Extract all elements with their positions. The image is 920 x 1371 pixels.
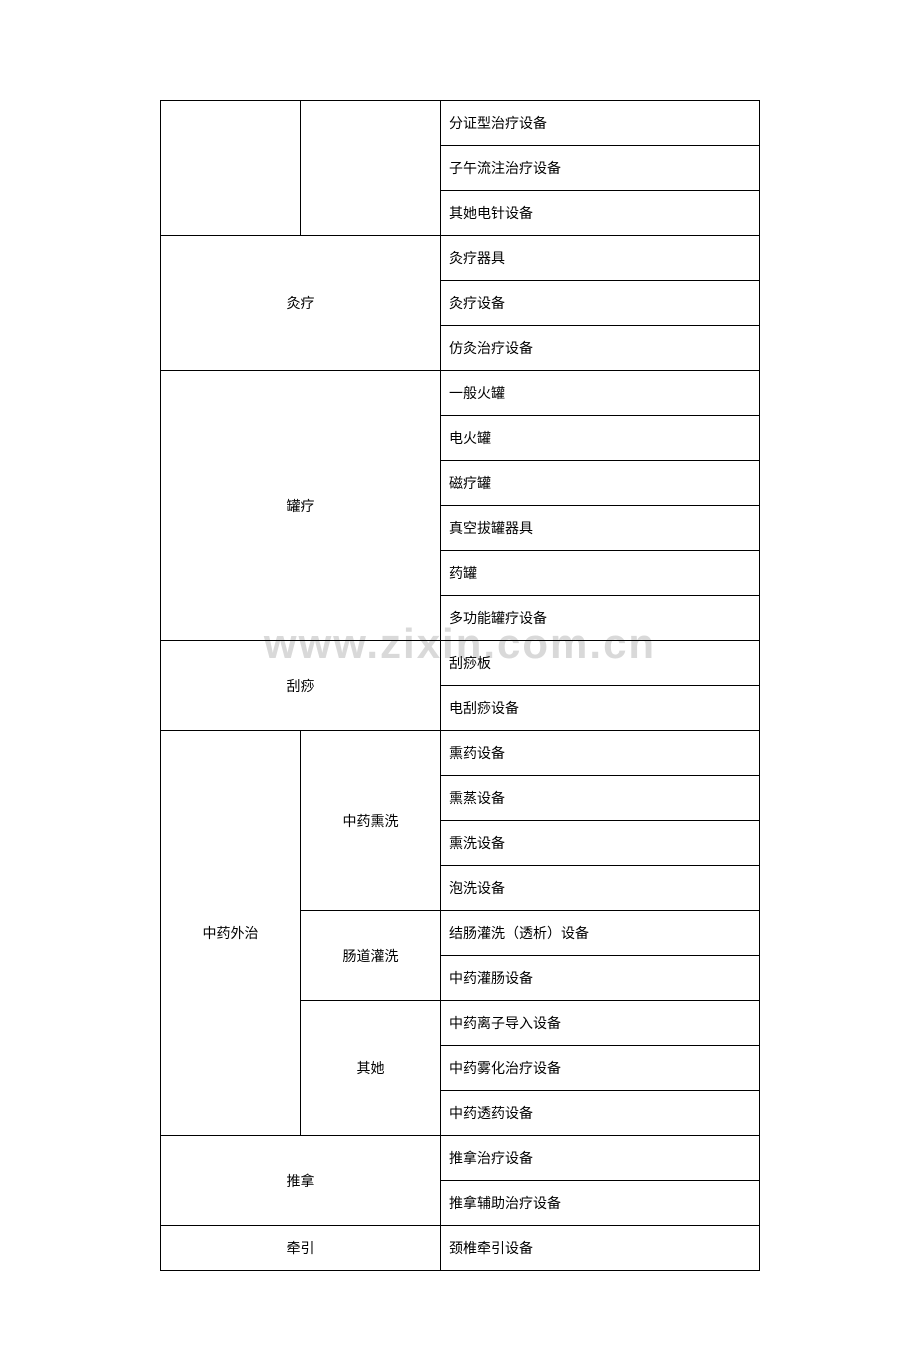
table-row: 牵引 颈椎牵引设备 (161, 1226, 760, 1271)
item-cell: 电刮痧设备 (441, 686, 760, 731)
item-cell: 泡洗设备 (441, 866, 760, 911)
subcategory-cell: 肠道灌洗 (301, 911, 441, 1001)
item-cell: 药罐 (441, 551, 760, 596)
item-cell: 分证型治疗设备 (441, 101, 760, 146)
item-cell: 推拿辅助治疗设备 (441, 1181, 760, 1226)
category-cell: 中药外治 (161, 731, 301, 1136)
merged-category-cell: 推拿 (161, 1136, 441, 1226)
item-cell: 灸疗器具 (441, 236, 760, 281)
table-row: 分证型治疗设备 (161, 101, 760, 146)
table-row: 罐疗 一般火罐 (161, 371, 760, 416)
item-cell: 电火罐 (441, 416, 760, 461)
merged-category-cell: 罐疗 (161, 371, 441, 641)
item-cell: 灸疗设备 (441, 281, 760, 326)
item-cell: 刮痧板 (441, 641, 760, 686)
item-cell: 一般火罐 (441, 371, 760, 416)
merged-category-cell: 牵引 (161, 1226, 441, 1271)
item-cell: 颈椎牵引设备 (441, 1226, 760, 1271)
subcategory-cell: 其她 (301, 1001, 441, 1136)
subcategory-cell: 中药熏洗 (301, 731, 441, 911)
item-cell: 结肠灌洗（透析）设备 (441, 911, 760, 956)
item-cell: 熏洗设备 (441, 821, 760, 866)
classification-table: 分证型治疗设备 子午流注治疗设备 其她电针设备 灸疗 灸疗器具 灸疗设备 仿灸治… (160, 100, 760, 1271)
item-cell: 子午流注治疗设备 (441, 146, 760, 191)
item-cell: 中药透药设备 (441, 1091, 760, 1136)
merged-category-cell: 灸疗 (161, 236, 441, 371)
table-row: 灸疗 灸疗器具 (161, 236, 760, 281)
item-cell: 中药灌肠设备 (441, 956, 760, 1001)
item-cell: 仿灸治疗设备 (441, 326, 760, 371)
item-cell: 中药离子导入设备 (441, 1001, 760, 1046)
item-cell: 其她电针设备 (441, 191, 760, 236)
merged-category-cell: 刮痧 (161, 641, 441, 731)
table-row: 推拿 推拿治疗设备 (161, 1136, 760, 1181)
table-body: 分证型治疗设备 子午流注治疗设备 其她电针设备 灸疗 灸疗器具 灸疗设备 仿灸治… (161, 101, 760, 1271)
table-row: 中药外治 中药熏洗 熏药设备 (161, 731, 760, 776)
item-cell: 真空拔罐器具 (441, 506, 760, 551)
item-cell: 推拿治疗设备 (441, 1136, 760, 1181)
table-row: 刮痧 刮痧板 (161, 641, 760, 686)
item-cell: 多功能罐疗设备 (441, 596, 760, 641)
item-cell: 熏蒸设备 (441, 776, 760, 821)
category-cell (161, 101, 301, 236)
item-cell: 磁疗罐 (441, 461, 760, 506)
item-cell: 熏药设备 (441, 731, 760, 776)
subcategory-cell (301, 101, 441, 236)
item-cell: 中药雾化治疗设备 (441, 1046, 760, 1091)
